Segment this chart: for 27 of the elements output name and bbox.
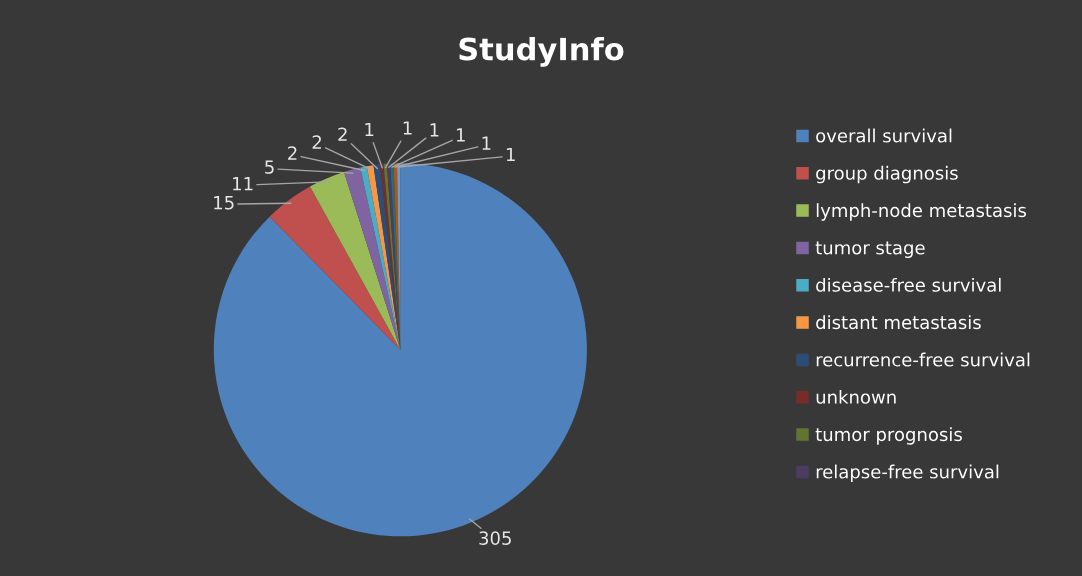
data-label: 5	[265, 160, 274, 174]
data-label: 305	[479, 531, 511, 545]
data-label: 1	[482, 136, 491, 150]
legend-label: relapse-free survival	[816, 464, 999, 483]
data-label: 1	[403, 121, 412, 135]
pie-slice	[309, 171, 401, 350]
legend-label: recurrence-free survival	[816, 352, 1030, 367]
data-label: 2	[312, 135, 321, 149]
data-label: 1	[506, 147, 515, 162]
legend-label: tumor prognosis	[815, 427, 962, 445]
legend-label: disease-free survival	[816, 277, 1001, 292]
legend-label: distant metastasis	[816, 315, 981, 330]
legend-label: lymph-node metastasis	[816, 203, 1026, 221]
data-label: 11	[233, 177, 253, 191]
legend-label: tumor stage	[815, 241, 925, 259]
chart-title: StudyInfo	[459, 36, 624, 67]
legend-label: overall survival	[816, 128, 952, 143]
data-label: 1	[365, 122, 374, 137]
pie-slice	[269, 186, 401, 350]
legend-label: unknown	[816, 389, 896, 404]
data-label: 1	[430, 123, 439, 137]
data-label: 2	[288, 146, 297, 160]
data-label: 15	[214, 196, 234, 210]
legend-label: group diagnosis	[816, 165, 958, 184]
pie-slice	[343, 167, 401, 350]
data-label: 2	[338, 127, 347, 141]
data-label: 1	[456, 128, 465, 142]
